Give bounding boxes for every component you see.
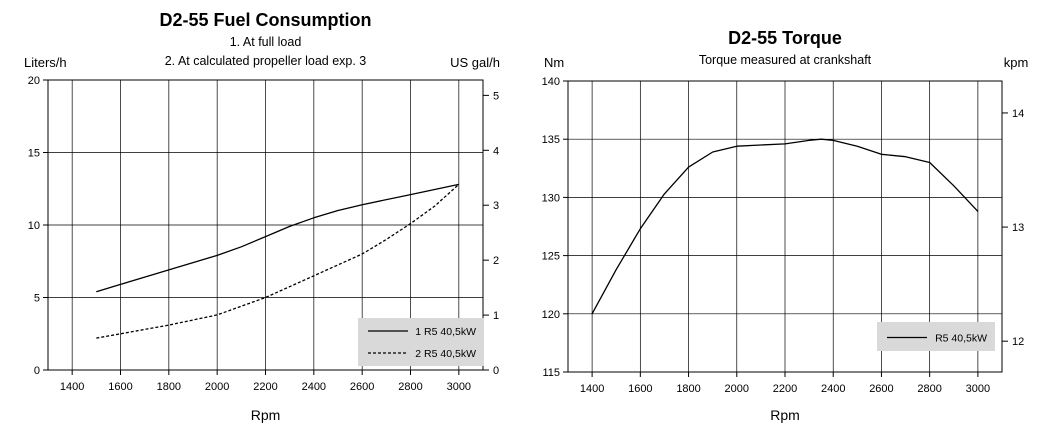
y2-axis-label: kpm	[1004, 55, 1029, 70]
y-tick-label: 5	[34, 293, 40, 305]
chart-subtitle: 1. At full load	[230, 35, 302, 49]
series-line-1	[96, 183, 459, 293]
legend: R5 40,5kW	[877, 322, 995, 351]
chart-2: D2-55 Torque Torque measured at crankshaf…	[542, 28, 1029, 423]
x-tick-label: 2600	[869, 383, 893, 395]
legend-label: R5 40,5kW	[935, 333, 987, 345]
series-line-1	[591, 138, 979, 315]
x-axis-label: Rpm	[251, 407, 281, 423]
x-tick-label: 1800	[157, 381, 181, 393]
x-tick-label: 1800	[676, 383, 700, 395]
chart-subtitle: Torque measured at crankshaft	[699, 53, 872, 67]
x-tick-label: 1600	[108, 381, 132, 393]
y-tick-label: 115	[542, 367, 560, 379]
y-tick-label: 10	[28, 220, 40, 232]
y2-tick-label: 5	[493, 90, 499, 102]
y2-tick-label: 3	[493, 200, 499, 212]
legend-box	[877, 322, 995, 351]
y-tick-label: 130	[542, 192, 560, 204]
y2-tick-label: 12	[1012, 336, 1024, 348]
y-axis-label: Nm	[544, 55, 564, 70]
x-tick-label: 2200	[253, 381, 277, 393]
legend-label: 2 R5 40,5kW	[415, 348, 476, 360]
x-axis-label: Rpm	[770, 407, 800, 423]
legend-box	[358, 318, 484, 366]
x-tick-label: 2200	[773, 383, 797, 395]
x-tick-label: 2800	[917, 383, 941, 395]
y-tick-label: 135	[542, 134, 560, 146]
y-tick-label: 120	[542, 309, 560, 321]
y2-tick-label: 1	[493, 310, 499, 322]
x-tick-label: 3000	[447, 381, 471, 393]
chart-title: D2-55 Torque	[728, 28, 842, 48]
x-tick-label: 2400	[302, 381, 326, 393]
x-tick-label: 1400	[60, 381, 84, 393]
y-tick-label: 20	[28, 75, 40, 87]
x-tick-label: 2400	[821, 383, 845, 395]
series-line-2	[96, 183, 460, 339]
legend: 1 R5 40,5kW 2 R5 40,5kW	[358, 318, 484, 366]
chart-1: D2-55 Fuel Consumption 1. At full load 2. …	[24, 10, 500, 423]
chart-subtitle: 2. At calculated propeller load exp. 3	[165, 54, 367, 68]
y-tick-label: 140	[542, 76, 560, 88]
x-tick-label: 1600	[628, 383, 652, 395]
y2-axis-label: US gal/h	[450, 55, 500, 70]
y-tick-label: 0	[34, 365, 40, 377]
y-axis-label: Liters/h	[24, 55, 67, 70]
x-tick-label: 2600	[350, 381, 374, 393]
y-tick-label: 125	[542, 251, 560, 263]
x-tick-label: 3000	[966, 383, 990, 395]
y2-tick-label: 2	[493, 255, 499, 267]
x-tick-label: 2800	[398, 381, 422, 393]
x-tick-label: 1400	[580, 383, 604, 395]
x-tick-label: 2000	[205, 381, 229, 393]
y2-tick-label: 0	[493, 365, 499, 377]
legend-label: 1 R5 40,5kW	[415, 326, 476, 338]
chart-title: D2-55 Fuel Consumption	[159, 10, 371, 30]
y2-tick-label: 13	[1012, 222, 1024, 234]
y2-tick-label: 14	[1012, 108, 1024, 120]
y-tick-label: 15	[28, 148, 40, 160]
x-tick-label: 2000	[725, 383, 749, 395]
y2-tick-label: 4	[493, 145, 499, 157]
